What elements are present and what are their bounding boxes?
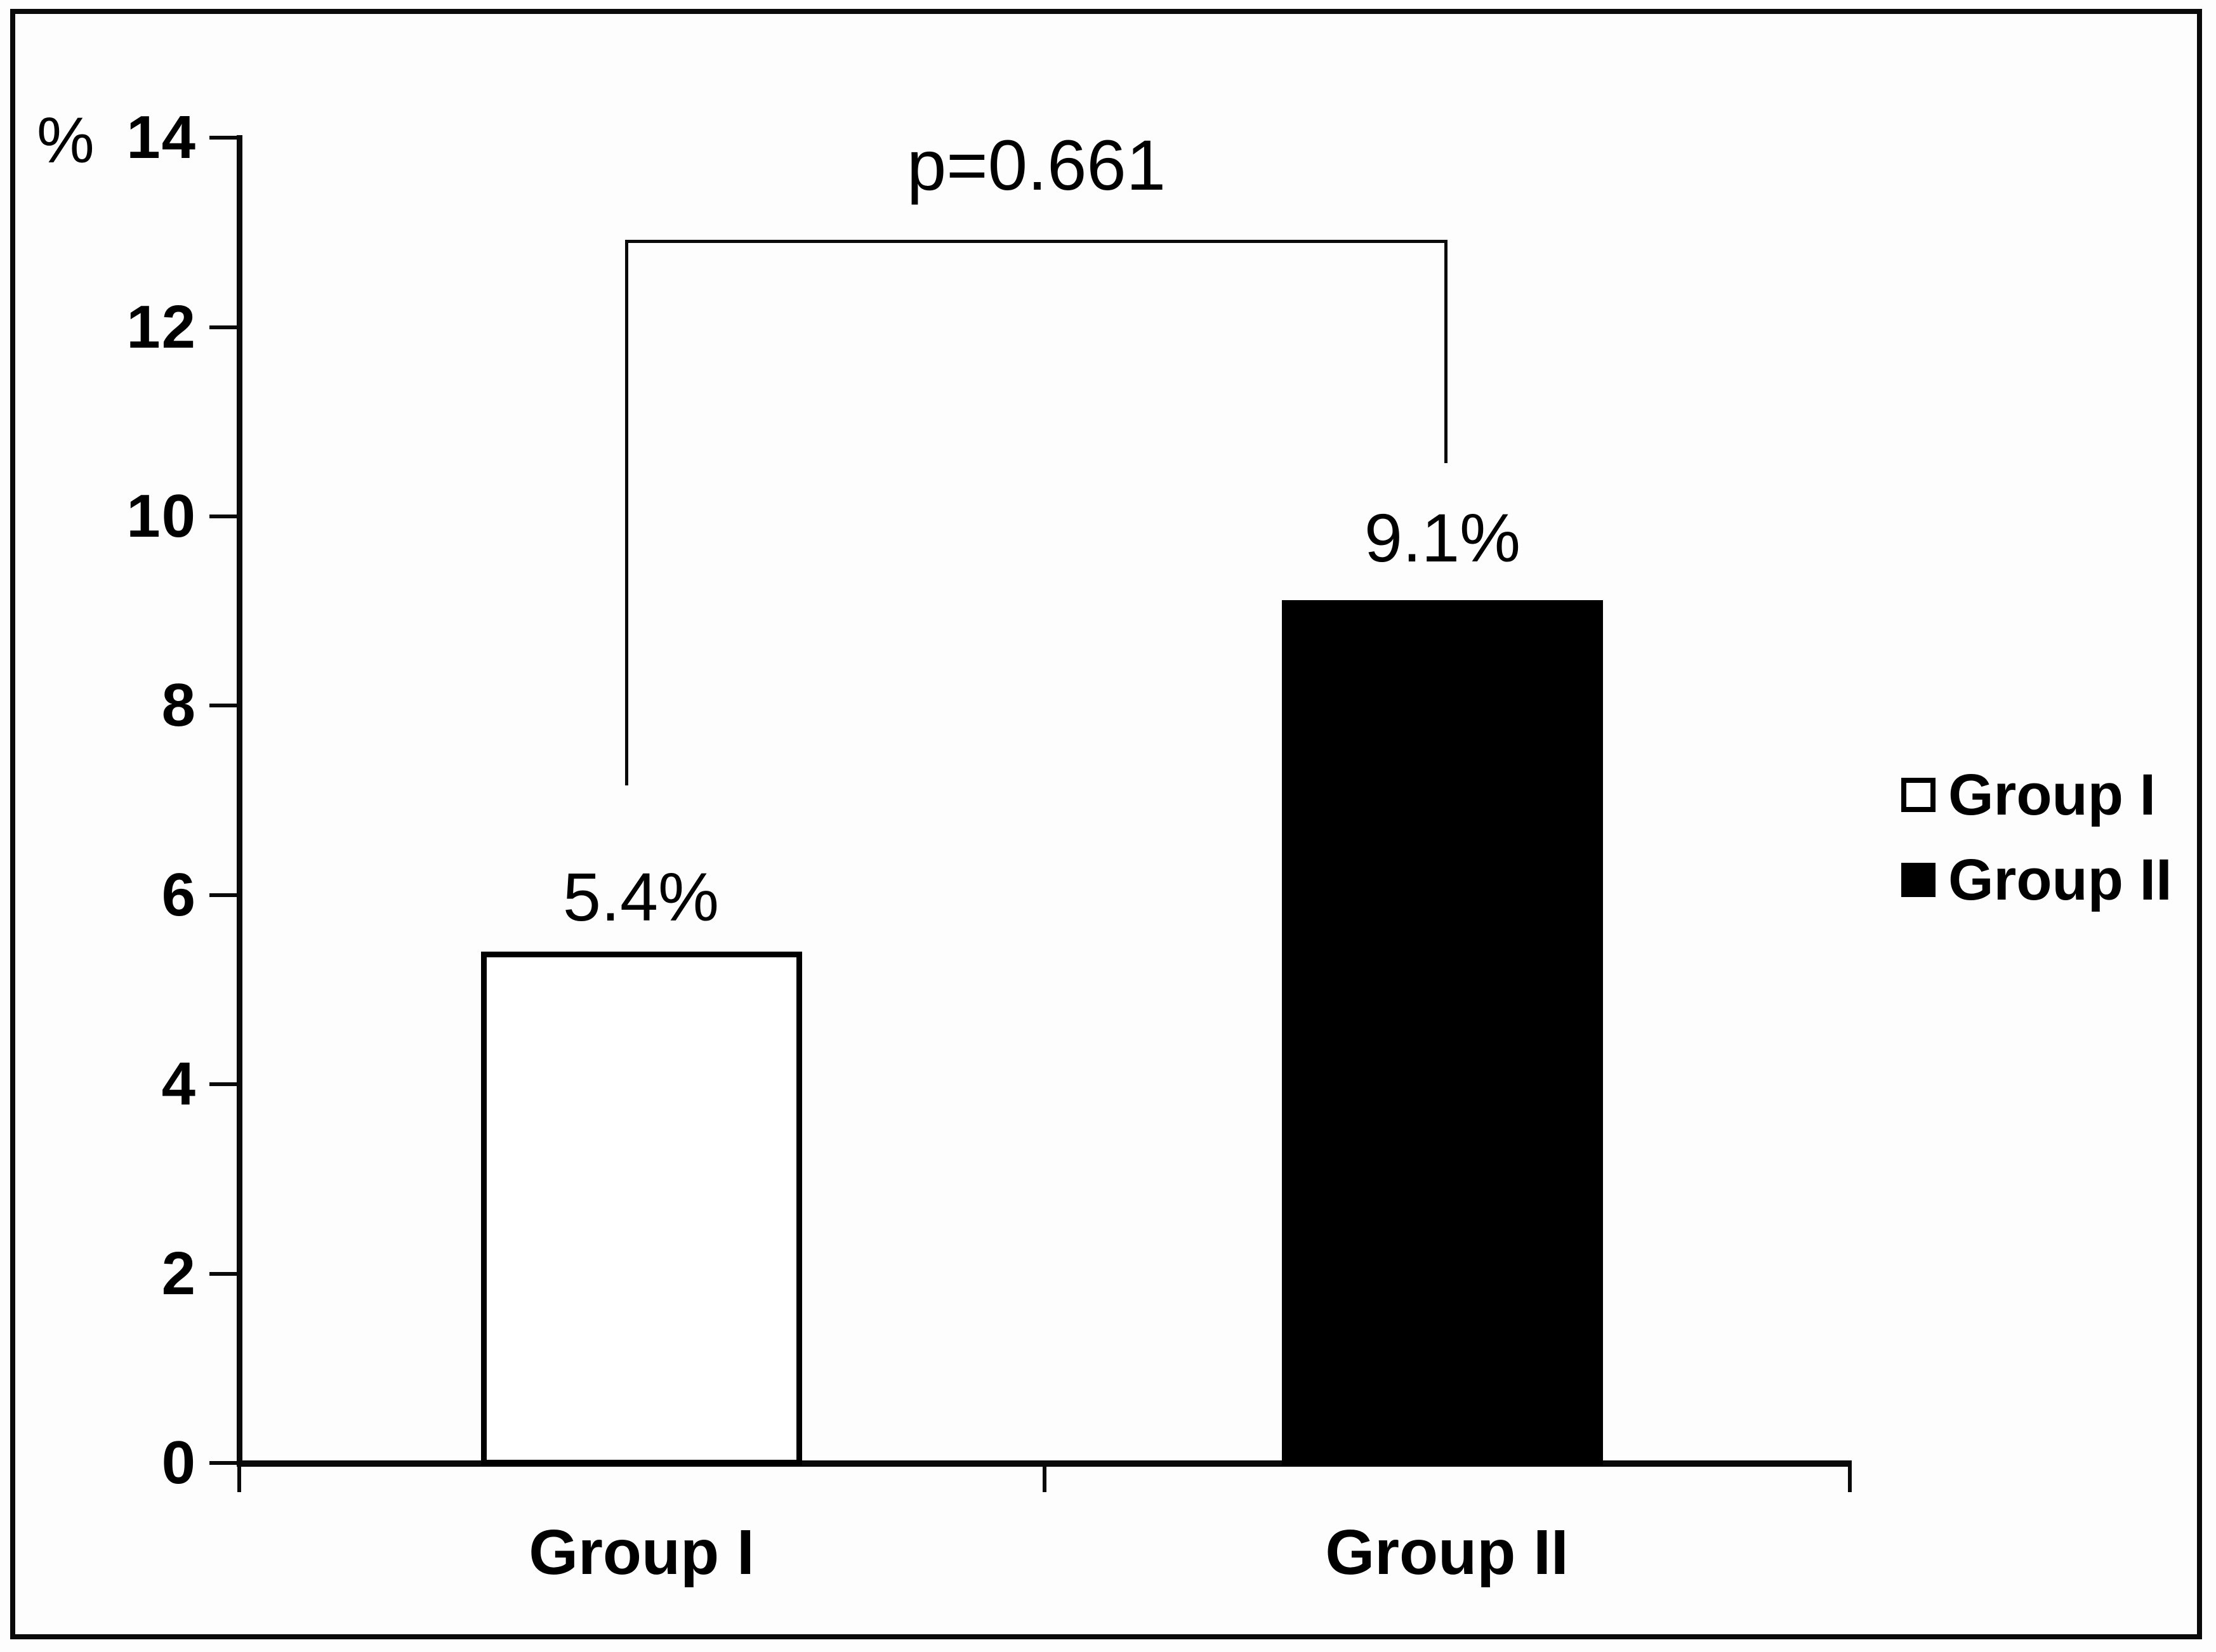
legend-label-group-i: Group I <box>1948 763 2156 827</box>
legend: Group I Group II <box>1901 763 2172 912</box>
x-tick <box>237 1463 241 1492</box>
y-tick <box>209 1272 239 1276</box>
y-tick-label: 14 <box>126 103 197 171</box>
y-tick <box>209 1082 239 1086</box>
y-tick <box>209 136 239 140</box>
p-value-label: p=0.661 <box>907 126 1166 205</box>
bar-value-label-group-i: 5.4% <box>562 858 720 935</box>
y-tick <box>209 704 239 707</box>
y-tick <box>209 1461 239 1465</box>
bar-value-label-group-ii: 9.1% <box>1364 499 1521 576</box>
y-tick <box>209 893 239 897</box>
legend-label-group-ii: Group II <box>1948 848 2172 912</box>
y-tick-label: 0 <box>161 1429 197 1497</box>
significance-bracket-right-leg <box>1444 240 1448 463</box>
y-tick <box>209 515 239 518</box>
legend-item-group-ii: Group II <box>1901 848 2172 912</box>
y-axis-unit-label: % <box>37 104 95 176</box>
significance-bracket-top <box>625 240 1448 243</box>
y-tick <box>209 325 239 329</box>
bar-group-ii <box>1282 600 1603 1465</box>
x-tick <box>1043 1463 1046 1492</box>
y-tick-label: 4 <box>161 1050 197 1118</box>
y-tick-label: 6 <box>161 861 197 929</box>
x-category-label-group-i: Group I <box>529 1517 755 1588</box>
legend-item-group-i: Group I <box>1901 763 2172 827</box>
y-axis-line <box>237 135 242 1466</box>
significance-bracket-left-leg <box>625 240 628 785</box>
hollow-square-icon <box>1901 778 1936 812</box>
y-tick-label: 2 <box>161 1240 197 1308</box>
y-tick-label: 12 <box>126 293 197 361</box>
solid-square-icon <box>1901 863 1936 897</box>
y-tick-label: 8 <box>161 671 197 739</box>
y-tick-label: 10 <box>126 482 197 550</box>
x-tick <box>1848 1463 1852 1492</box>
bar-group-i <box>481 952 802 1465</box>
x-category-label-group-ii: Group II <box>1325 1517 1569 1588</box>
figure-border <box>10 9 2202 1639</box>
